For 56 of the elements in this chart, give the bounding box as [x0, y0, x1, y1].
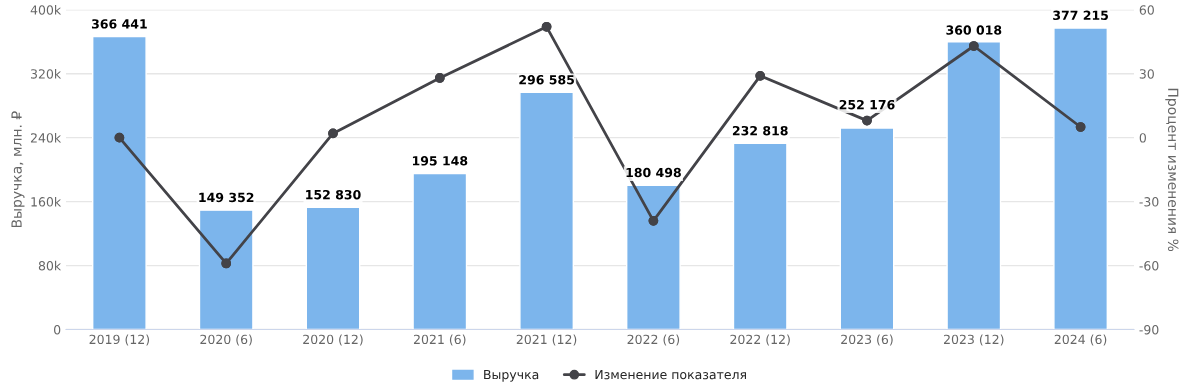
point — [221, 258, 232, 269]
x-tick-label: 2021 (6) — [413, 334, 466, 346]
y-tick-label: 0 — [54, 325, 61, 335]
bar — [839, 127, 895, 330]
data-label: 252 176 — [839, 99, 895, 110]
x-tick-label: 2020 (6) — [200, 334, 252, 346]
y2-tick-label: -30 — [1139, 197, 1159, 207]
data-label: 232 818 — [732, 125, 788, 136]
x-tick-label: 2024 (6) — [1054, 334, 1107, 346]
y-tick-label: 320k — [30, 68, 62, 79]
bar — [1053, 27, 1108, 330]
x-tick-label: 2023 (12) — [943, 334, 1004, 346]
y-tick-label: 240k — [30, 132, 62, 143]
x-tick-label: 2023 (6) — [841, 334, 893, 346]
data-label: 149 352 — [199, 192, 254, 203]
y2-tick-label: 60 — [1139, 5, 1154, 15]
point — [434, 73, 445, 83]
y-axis-title: Выручка, млн. ₽ — [11, 111, 25, 228]
x-tick-label: 2020 (12) — [303, 334, 363, 346]
x-tick-label: 2022 (12) — [730, 334, 790, 346]
legend-label: Выручка — [484, 369, 539, 382]
x-tick-label: 2019 (12) — [89, 334, 150, 346]
bar — [946, 41, 1002, 330]
y2-tick-label: -60 — [1139, 261, 1159, 271]
point — [968, 41, 979, 51]
y-tick-label: 80k — [38, 260, 62, 271]
y2-tick-label: -90 — [1139, 325, 1159, 335]
data-label: 152 830 — [306, 189, 361, 200]
point — [328, 128, 338, 139]
bar — [305, 206, 361, 330]
point — [541, 21, 552, 32]
bar — [198, 209, 254, 330]
x-tick-label: 2022 (6) — [627, 334, 680, 346]
y-tick-label: 400k — [30, 5, 62, 15]
y2-tick-label: 0 — [1139, 133, 1146, 143]
bar — [626, 184, 681, 330]
data-label: 377 215 — [1053, 10, 1108, 20]
data-label: 366 441 — [91, 19, 147, 29]
data-label: 296 585 — [519, 75, 574, 85]
data-label: 180 498 — [626, 167, 681, 178]
point — [114, 132, 125, 143]
point — [862, 115, 872, 126]
point — [1075, 122, 1086, 132]
data-label: 360 018 — [946, 25, 1002, 35]
bar — [92, 35, 147, 330]
y2-axis-title: Процент изменения % — [1165, 88, 1179, 252]
point — [648, 215, 659, 226]
y2-tick-label: 30 — [1139, 69, 1154, 79]
bar — [732, 142, 788, 330]
data-label: 195 148 — [412, 156, 468, 166]
x-tick-label: 2021 (12) — [516, 334, 577, 346]
y-tick-label: 160k — [31, 196, 62, 207]
point — [755, 70, 766, 81]
bar — [412, 172, 468, 330]
bar — [519, 91, 574, 330]
legend-label: Изменение показателя — [595, 369, 746, 380]
